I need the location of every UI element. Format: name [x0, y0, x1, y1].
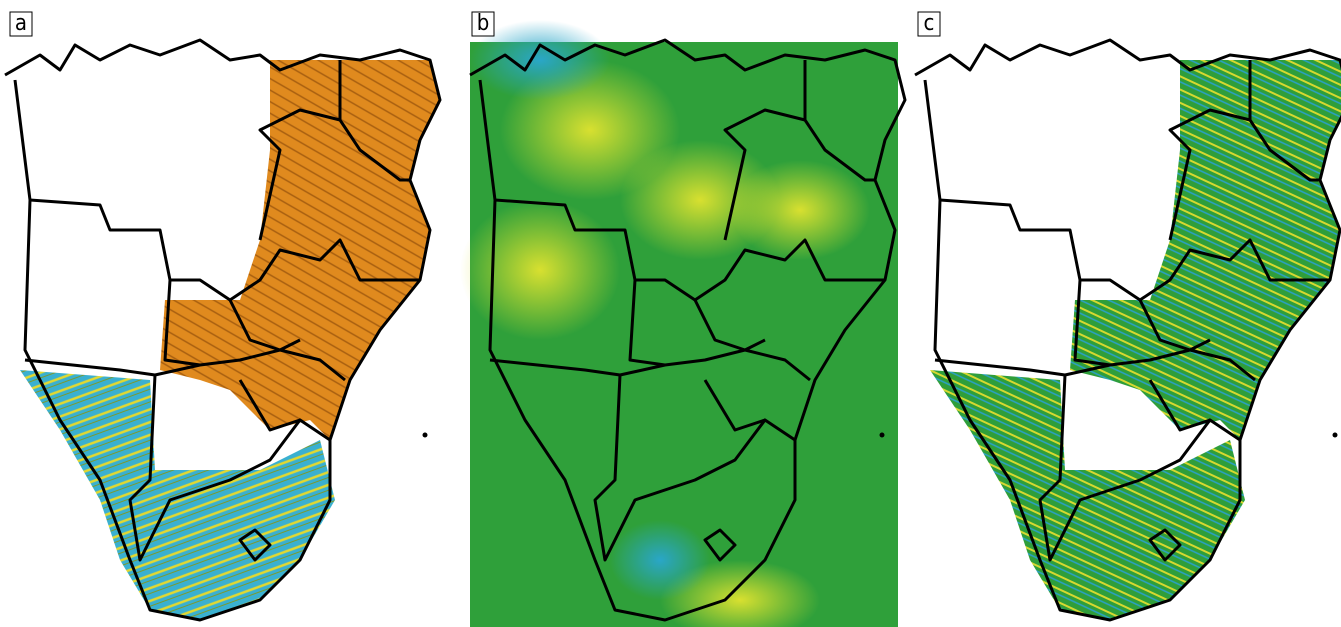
orange-region [160, 60, 440, 440]
panel-label: b [477, 11, 490, 36]
green-region [1070, 60, 1341, 440]
panel-b [460, 20, 905, 627]
panel-labels: a b c [10, 11, 940, 36]
high [460, 200, 620, 340]
island [423, 433, 428, 438]
panel-c [915, 40, 1341, 620]
figure: a b c [0, 0, 1341, 627]
low [610, 520, 710, 600]
panel-label: a [15, 11, 27, 36]
island [880, 433, 885, 438]
panel-label: c [924, 11, 935, 36]
panel-a [5, 40, 440, 620]
island [1333, 433, 1338, 438]
